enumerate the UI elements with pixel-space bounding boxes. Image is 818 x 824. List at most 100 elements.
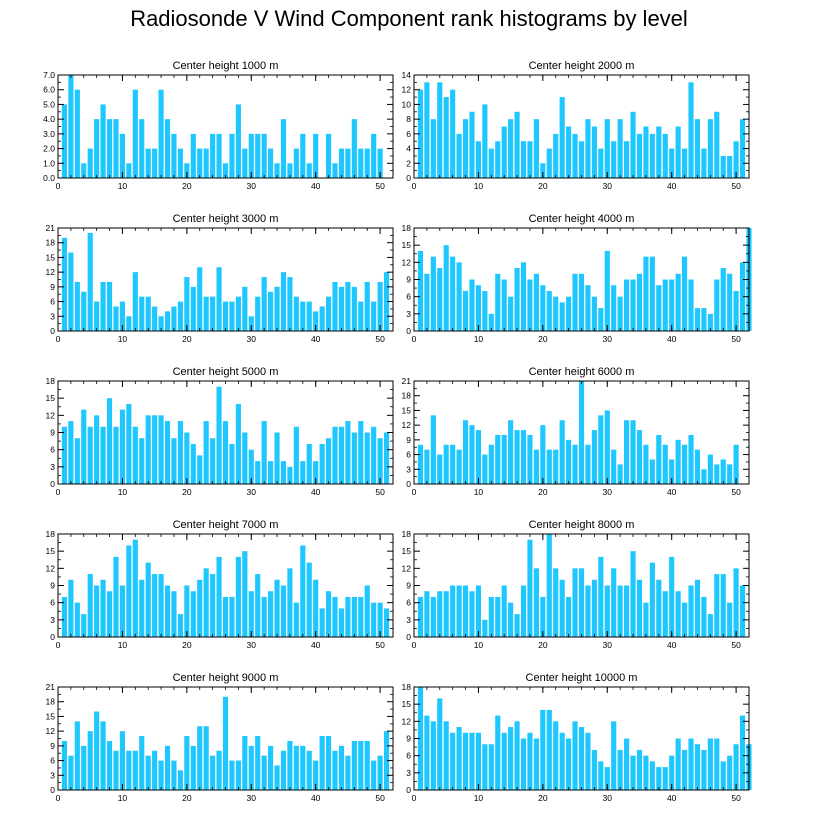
histogram-bar <box>553 449 559 484</box>
histogram-bar <box>533 738 539 790</box>
x-tick-label: 50 <box>731 334 741 344</box>
histogram-bar <box>688 82 694 178</box>
x-tick-label: 20 <box>538 487 548 497</box>
histogram-bar <box>733 744 739 790</box>
histogram-bar <box>364 281 370 331</box>
histogram-bar <box>139 296 145 331</box>
histogram-bar <box>482 454 488 484</box>
histogram-bar <box>255 461 261 484</box>
x-tick-label: 40 <box>667 334 677 344</box>
histogram-bar <box>450 444 456 484</box>
panel-9: Center height 9000 m 0 10 20 30 40 50 0 3 6 9 12 15 1… <box>46 672 394 803</box>
histogram-bar <box>636 749 643 790</box>
histogram-bar <box>488 744 494 790</box>
histogram-bar <box>617 119 623 178</box>
histogram-bar <box>158 574 164 637</box>
histogram-bar <box>482 104 488 178</box>
histogram-bar <box>358 148 364 178</box>
y-tick-label: 15 <box>46 393 56 403</box>
histogram-bar <box>469 111 475 178</box>
histogram-bar <box>495 273 501 331</box>
histogram-bar <box>624 279 630 331</box>
histogram-bar <box>100 579 106 637</box>
histogram-bar <box>514 268 520 331</box>
x-tick-label: 0 <box>56 640 61 650</box>
y-tick-label: 10 <box>402 99 412 109</box>
histogram-bar <box>371 133 377 178</box>
histogram-bar <box>190 745 196 790</box>
histogram-bar <box>268 291 274 331</box>
histogram-bar <box>694 579 701 637</box>
histogram-bar <box>585 444 591 484</box>
x-tick-label: 40 <box>667 640 677 650</box>
histogram-bar <box>61 596 68 637</box>
histogram-bar <box>345 148 351 178</box>
x-tick-label: 30 <box>603 334 613 344</box>
histogram-bar <box>585 285 591 331</box>
histogram-bar <box>94 119 100 178</box>
histogram-bar <box>450 89 456 178</box>
histogram-bar <box>488 596 494 637</box>
histogram-bar <box>669 755 675 790</box>
histogram-bar <box>508 602 514 637</box>
histogram-bar <box>604 410 610 484</box>
histogram-bar <box>520 141 527 178</box>
histogram-bar <box>177 301 183 331</box>
histogram-bar <box>94 711 100 790</box>
histogram-bar <box>624 141 630 178</box>
x-tick-label: 10 <box>118 487 128 497</box>
histogram-bar <box>527 141 533 178</box>
x-tick-label: 0 <box>412 640 417 650</box>
histogram-bar <box>701 469 707 484</box>
histogram-bar <box>383 272 390 331</box>
histogram-bar <box>338 286 345 331</box>
histogram-bar <box>559 732 565 790</box>
histogram-bar <box>210 133 216 178</box>
histogram-bar <box>675 126 681 178</box>
histogram-bar <box>287 277 293 331</box>
histogram-bar <box>158 89 164 178</box>
histogram-bar <box>171 591 177 637</box>
x-tick-label: 40 <box>667 793 677 803</box>
histogram-bar <box>598 415 604 484</box>
x-tick-label: 50 <box>731 487 741 497</box>
histogram-bar <box>222 696 229 790</box>
y-tick-label: 2.0 <box>43 144 55 154</box>
x-tick-label: 10 <box>474 793 484 803</box>
histogram-bar <box>630 551 636 637</box>
histogram-bar <box>197 579 203 637</box>
histogram-bar <box>520 430 527 484</box>
histogram-bar <box>152 574 158 637</box>
histogram-bar <box>203 296 209 331</box>
histogram-bar <box>100 721 106 790</box>
histogram-bar <box>332 163 338 178</box>
histogram-bar <box>437 268 443 331</box>
histogram-bar <box>164 421 171 484</box>
histogram-bar <box>482 619 488 637</box>
y-tick-label: 15 <box>46 252 56 262</box>
histogram-bar <box>171 306 177 331</box>
histogram-bar <box>306 562 312 637</box>
y-tick-label: 9 <box>406 734 411 744</box>
histogram-bar <box>242 148 248 178</box>
x-tick-label: 10 <box>118 640 128 650</box>
y-tick-label: 0 <box>50 326 55 336</box>
histogram-bar <box>171 438 177 484</box>
histogram-bar <box>675 273 681 331</box>
histogram-bar <box>604 250 610 331</box>
histogram-bar <box>656 434 662 484</box>
histogram-bar <box>630 111 636 178</box>
histogram-bar <box>546 534 552 637</box>
histogram-bar <box>720 459 726 484</box>
histogram-bar <box>119 133 125 178</box>
histogram-bar <box>74 89 80 178</box>
histogram-bar <box>566 738 572 790</box>
histogram-bar <box>306 301 312 331</box>
histogram-bar <box>364 585 370 637</box>
histogram-bar <box>280 750 287 790</box>
histogram-bar <box>119 301 125 331</box>
histogram-bar <box>533 568 539 637</box>
histogram-bar <box>701 749 707 790</box>
y-tick-label: 12 <box>402 563 412 573</box>
histogram-bar <box>313 311 319 331</box>
